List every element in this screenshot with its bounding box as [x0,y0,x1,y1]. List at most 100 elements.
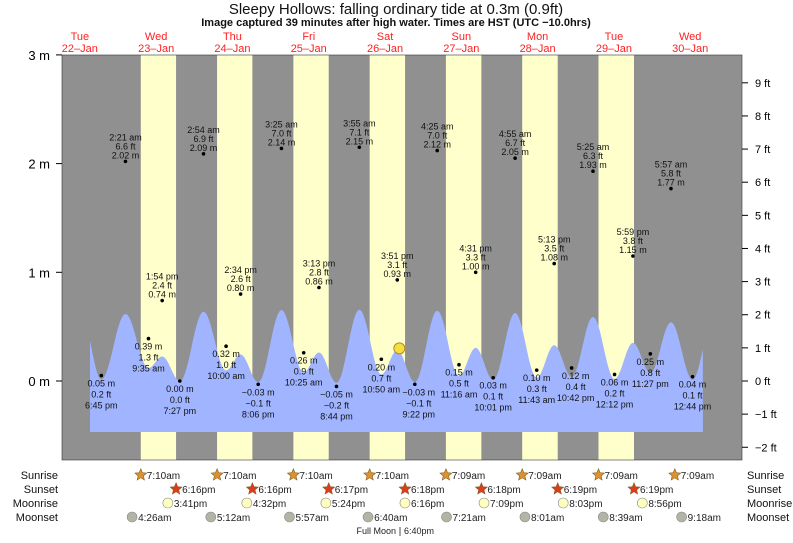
high-tide-label: 3.1 ft [387,260,408,270]
low-tide-label: 0.3 ft [527,384,548,394]
low-tide-label-group: −0.03 m−0.1 ft9:22 pm [402,387,435,419]
low-tide-point [690,374,695,379]
high-tide-label: 2:34 pm [224,265,257,275]
y-tick-label-ft: 8 ft [755,111,770,123]
day-name: Tue [605,31,624,43]
low-tide-label-group: −0.03 m−0.1 ft8:06 pm [242,387,275,419]
moonset-icon [284,511,295,523]
chart-title: Sleepy Hollows: falling ordinary tide at… [229,1,563,18]
sunset-time: 6:19pm [640,485,673,496]
high-tide-label: 1:54 pm [146,272,179,282]
high-tide-label: 1.77 m [657,178,685,188]
low-tide-point [178,379,182,383]
low-tide-label: 10:00 am [207,371,245,381]
low-tide-label: 0.03 m [479,381,507,391]
axes: 3 m 2 m 1 m 0 m 9 ft 8 ft 7 ft 6 ft 5 ft 4 ft 3 ft… [28,48,777,461]
high-tide-label: 4:55 am [499,129,532,139]
sunset-icon [627,482,641,495]
low-tide-label: 0.2 ft [91,390,112,400]
low-tide-label: 0.10 m [523,373,551,383]
y-tick-label-m: 3 m [28,48,50,63]
high-tide-label-group: 2:21 am6.6 ft2.02 m [109,132,142,160]
low-tide-label: −0.1 ft [406,398,432,408]
high-tide-label: 1.93 m [579,160,607,170]
sunset-row-label-right: Sunset [747,484,781,496]
low-tide-label: 0.04 m [679,380,707,390]
sun-moon-rows: Sunrise Sunrise 7:10am 7:10am 7:10am 7:10am 7:… [13,468,792,536]
high-tide-point [473,270,478,275]
sunrise-time: 7:09am [681,471,714,482]
y-tick-label-ft: 9 ft [755,78,770,90]
moonset-icon [519,511,531,523]
moonset-time: 8:39am [609,513,642,524]
low-tide-label: 0.00 m [166,384,194,394]
tide-extremes: 0.05 m0.2 ft6:45 pm2:21 am6.6 ft2.02 m0.… [85,118,711,421]
high-tide-point [160,298,164,303]
high-tide-label: 5:13 pm [538,235,571,245]
high-tide-label: 3:13 pm [303,259,336,269]
low-tide-label: 0.5 ft [449,379,470,389]
low-tide-label: 0.39 m [135,342,163,352]
current-tide-marker [393,342,406,355]
day-date: 23–Jan [138,43,174,55]
moonrise-time: 8:03pm [569,499,602,510]
high-tide-point [513,156,517,160]
moonrise-icon [637,497,648,509]
day-date: 27–Jan [443,43,479,55]
high-tide-point [669,186,673,191]
moonrise-icon [320,497,332,509]
low-tide-label: 0.2 ft [605,388,626,398]
low-tide-label: 0.32 m [212,349,240,359]
high-tide-label-group: 5:25 am6.3 ft1.93 m [577,142,610,170]
high-tide-point [435,148,440,153]
moonrise-time: 4:32pm [253,499,286,510]
y-tick-label-ft: 4 ft [755,243,770,255]
low-tide-point [301,350,306,355]
sunrise-icon [286,468,301,481]
low-tide-label: 8:06 pm [242,409,275,419]
high-tide-label: 2.8 ft [309,268,330,278]
chart-subtitle: Image captured 39 minutes after high wat… [201,17,591,29]
high-tide-label: 1.15 m [619,245,647,255]
high-tide-point [552,261,557,266]
high-tide-label-group: 4:55 am6.7 ft2.05 m [499,129,532,157]
high-tide-label: 6.6 ft [115,141,136,151]
day-date: 29–Jan [596,43,632,55]
high-tide-label: 2.09 m [190,143,218,153]
high-tide-point [238,292,243,296]
moonrise-row-label: Moonrise [13,498,58,510]
low-tide-label: 0.1 ft [483,392,504,402]
low-tide-point [612,372,617,377]
moonrise-time: 3:41pm [174,499,207,510]
low-tide-label-group: −0.05 m−0.2 ft8:44 pm [320,389,353,421]
high-tide-label: 2.4 ft [152,281,173,291]
high-tide-label-group: 2:34 pm2.6 ft0.80 m [224,265,257,293]
y-tick-label-ft: −1 ft [755,409,777,421]
low-tide-label: 0.20 m [368,362,396,372]
moonrise-icon [478,497,490,509]
high-tide-label: 3:55 am [343,118,376,128]
low-tide-label: 0.8 ft [640,368,661,378]
high-tide-label: 2.05 m [501,147,529,157]
day-name: Sat [377,31,394,43]
high-tide-label: 5:59 pm [617,227,650,237]
day-date: 26–Jan [367,43,403,55]
high-tide-label: 3.8 ft [623,236,644,246]
low-tide-label: 0.1 ft [683,391,704,401]
y-tick-label-ft: 6 ft [755,177,770,189]
high-tide-point [631,254,635,258]
day-name: Wed [145,31,167,43]
sunrise-icon [515,468,529,481]
moonset-time: 8:01am [531,513,564,524]
y-tick-label-ft: 5 ft [755,210,770,222]
day-name: Mon [527,31,548,43]
y-tick-label-ft: 2 ft [755,310,770,322]
high-tide-label: 1.00 m [462,261,490,271]
low-tide-label: 10:01 pm [474,403,512,413]
low-tide-label: −0.03 m [402,387,435,397]
day-labels: Tue22–JanWed23–JanThu24–JanFri25–JanSat2… [62,31,708,55]
low-tide-point [534,368,539,372]
